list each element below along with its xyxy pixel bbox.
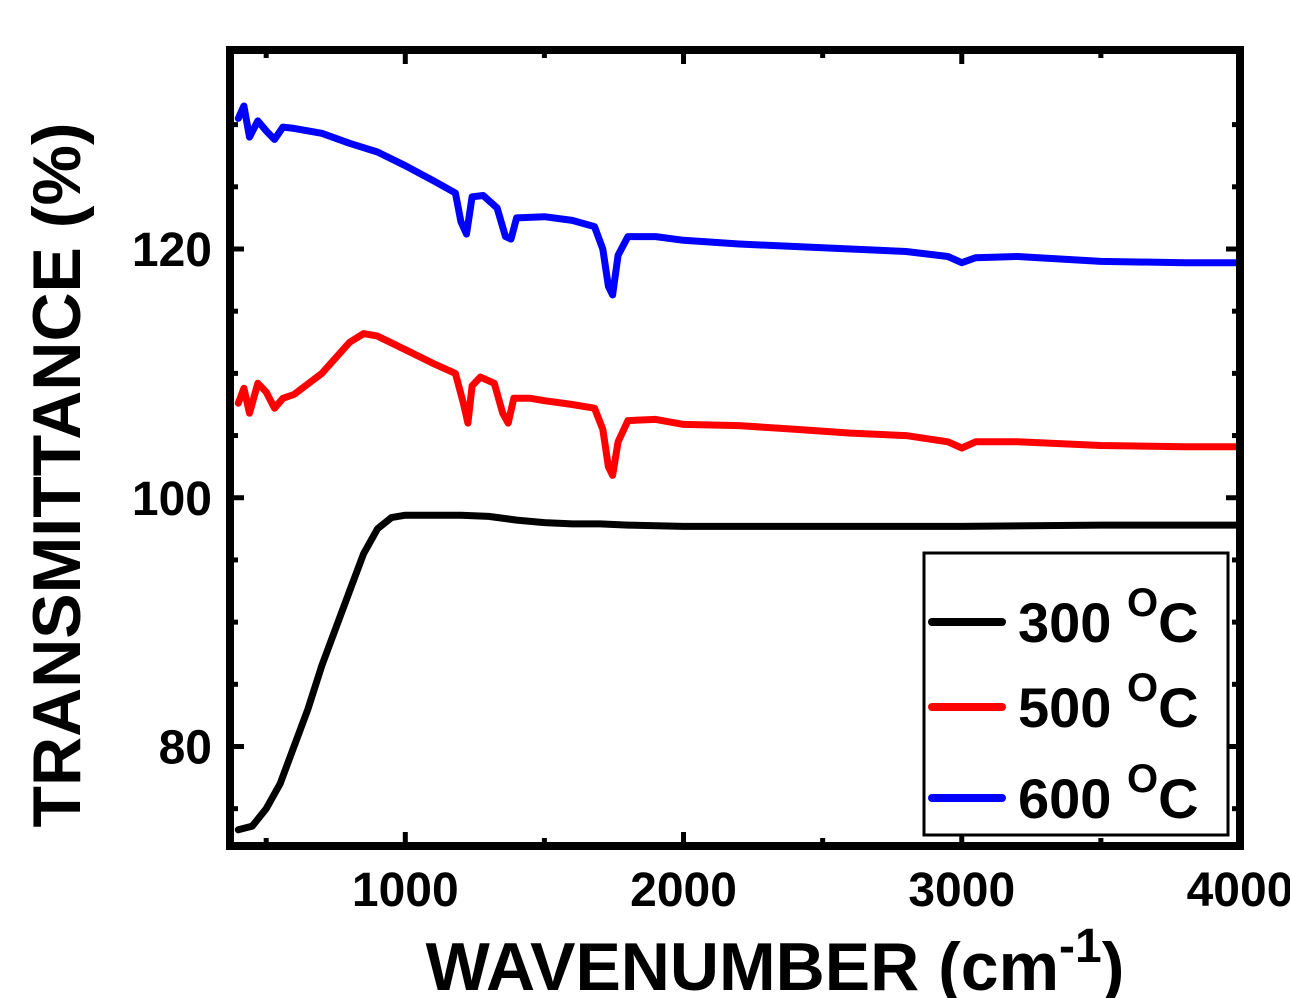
legend-box (922, 551, 1230, 837)
series-line-0 (234, 511, 1244, 834)
plot-frame (226, 46, 1244, 850)
x-axis-title-superscript: -1 (1059, 920, 1102, 973)
series-line-1 (234, 330, 1244, 479)
y-tick-label: 100 (132, 473, 212, 526)
x-tick-label: 1000 (352, 864, 459, 917)
x-axis-title-suffix: ) (1102, 929, 1125, 998)
x-axis-title-main: WAVENUMBER (cm (426, 929, 1059, 998)
y-tick-label: 120 (132, 224, 212, 277)
x-tick-label: 3000 (908, 864, 1015, 917)
x-tick-label: 2000 (630, 864, 737, 917)
x-axis-title: WAVENUMBER (cm-1) (426, 920, 1125, 998)
x-tick-label: 4000 (1187, 864, 1290, 917)
series-layer (234, 102, 1244, 834)
y-tick-label: 80 (159, 722, 212, 775)
legend-label-2: 600 OC (1018, 757, 1199, 830)
legend-label-1: 500 OC (1018, 666, 1199, 739)
series-line-2 (234, 102, 1244, 299)
legend-label-0: 300 OC (1018, 581, 1199, 654)
ticks-layer: 1000 2000 3000 4000 80 100 120 (132, 50, 1290, 917)
y-axis-title: TRANSMITTANCE (%) (19, 122, 95, 827)
legend: 300 OC 500 OC 600 OC (922, 551, 1230, 837)
